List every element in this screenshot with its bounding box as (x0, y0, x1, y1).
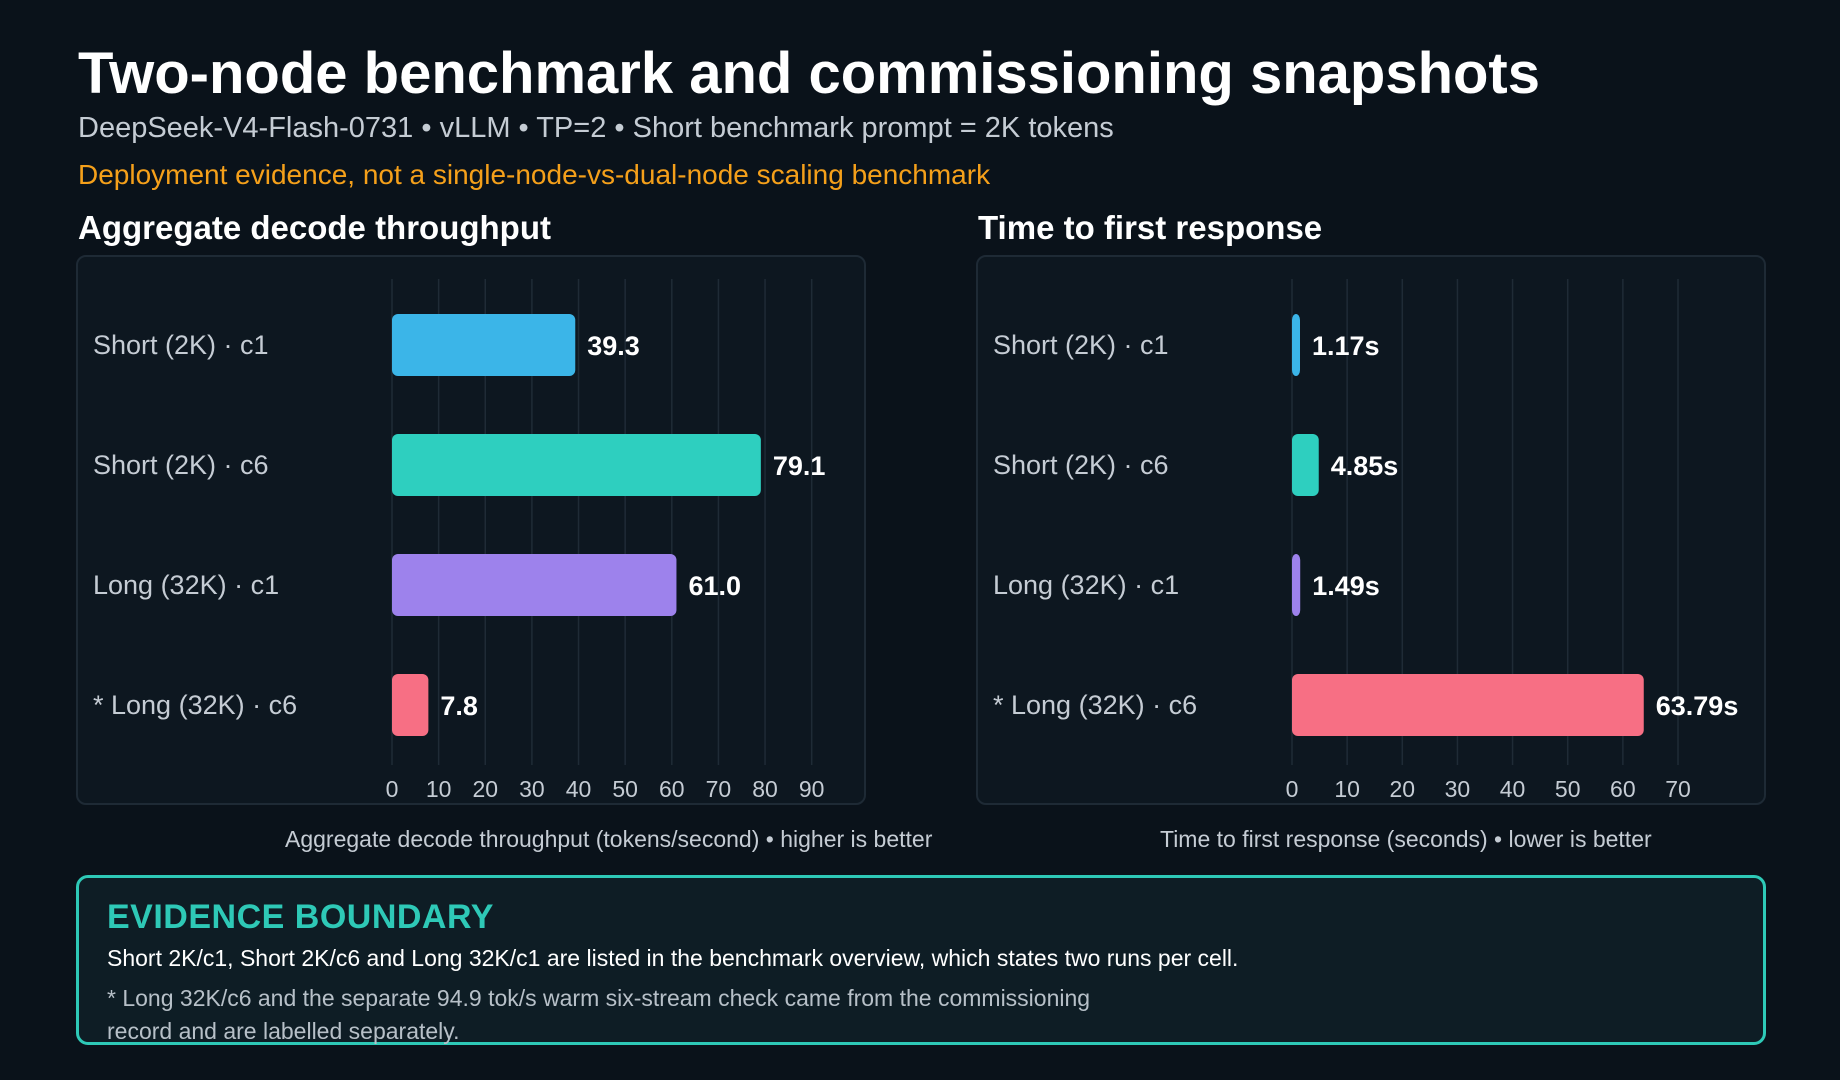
category-label: Short (2K) · c6 (993, 450, 1169, 480)
x-tick-label: 30 (519, 776, 545, 802)
bar (1292, 434, 1319, 496)
page-title: Two-node benchmark and commissioning sna… (78, 41, 1541, 106)
x-tick-label: 40 (1500, 776, 1526, 802)
throughput-chart-panel: 0 10 20 30 40 50 60 70 80 90 Short (2K) · c1 39.3 Sh… (76, 255, 866, 805)
bar (392, 434, 761, 496)
category-label: Long (32K) · c1 (993, 570, 1179, 600)
evidence-warning: Deployment evidence, not a single-node-v… (78, 159, 991, 190)
ttfr-axis-title: Time to first response (seconds) • lower… (1160, 826, 1652, 852)
category-label: Short (2K) · c1 (993, 330, 1169, 360)
x-tick-label: 30 (1445, 776, 1471, 802)
bar-value-label: 1.49s (1312, 571, 1380, 601)
bar (392, 674, 429, 736)
x-tick-label: 10 (426, 776, 452, 802)
bar-value-label: 4.85s (1331, 451, 1399, 481)
bar-value-label: 79.1 (773, 451, 826, 481)
x-tick-label: 60 (1610, 776, 1636, 802)
x-tick-label: 0 (386, 776, 399, 802)
bar-value-label: 63.79s (1656, 691, 1739, 721)
category-label: Long (32K) · c1 (93, 570, 279, 600)
category-label: Short (2K) · c1 (93, 330, 269, 360)
evidence-boundary-box: EVIDENCE BOUNDARY Short 2K/c1, Short 2K/… (76, 875, 1766, 1045)
bar-value-label: 1.17s (1312, 331, 1380, 361)
evidence-statement: Short 2K/c1, Short 2K/c6 and Long 32K/c1… (107, 945, 1239, 971)
x-tick-label: 50 (1555, 776, 1581, 802)
category-label: * Long (32K) · c6 (993, 690, 1197, 720)
page-subtitle: DeepSeek-V4-Flash-0731 • vLLM • TP=2 • S… (78, 112, 1114, 144)
evidence-heading: EVIDENCE BOUNDARY (107, 898, 494, 936)
x-tick-label: 20 (1389, 776, 1415, 802)
x-tick-label: 50 (612, 776, 638, 802)
x-tick-label: 60 (659, 776, 685, 802)
ttfr-chart-title: Time to first response (978, 209, 1323, 246)
ttfr-chart-panel: 0 10 20 30 40 50 60 70 Short (2K) · c1 1.17s Short… (976, 255, 1766, 805)
x-tick-label: 10 (1334, 776, 1360, 802)
throughput-axis-title: Aggregate decode throughput (tokens/seco… (285, 826, 933, 852)
x-tick-label: 20 (472, 776, 498, 802)
category-label: Short (2K) · c6 (93, 450, 269, 480)
throughput-chart-title: Aggregate decode throughput (78, 209, 551, 246)
bar (1292, 314, 1300, 376)
x-tick-label: 0 (1286, 776, 1299, 802)
x-tick-label: 70 (1665, 776, 1691, 802)
bar (392, 314, 576, 376)
bar-value-label: 61.0 (688, 571, 741, 601)
evidence-footnote: * Long 32K/c6 and the separate 94.9 tok/… (107, 985, 1091, 1044)
x-tick-label: 80 (752, 776, 778, 802)
bar-value-label: 7.8 (440, 691, 478, 721)
bar (1292, 554, 1301, 616)
category-label: * Long (32K) · c6 (93, 690, 297, 720)
x-tick-label: 90 (799, 776, 825, 802)
throughput-chart: 0 10 20 30 40 50 60 70 80 90 Short (2K) · c1 39.3 Sh… (93, 279, 826, 802)
bar (1292, 674, 1644, 736)
bar (392, 554, 677, 616)
x-tick-label: 70 (706, 776, 732, 802)
x-tick-label: 40 (566, 776, 592, 802)
ttfr-chart: 0 10 20 30 40 50 60 70 Short (2K) · c1 1.17s Short… (993, 279, 1739, 802)
bar-value-label: 39.3 (587, 331, 640, 361)
